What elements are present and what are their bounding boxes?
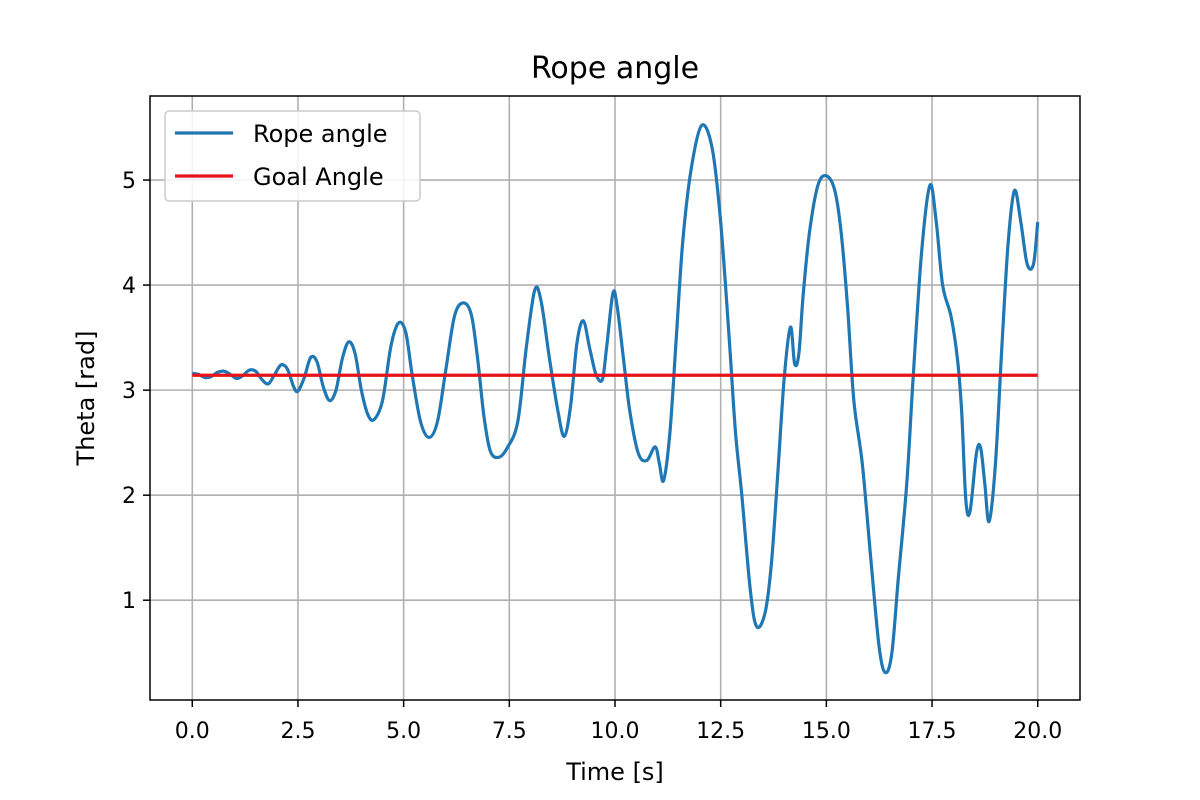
x-tick-label: 12.5 [696, 719, 745, 744]
axis-ticks: 0.0 2.5 5.0 7.5 10.0 12.5 15.0 17.5 20.0 1 2 3 4 5 [122, 169, 1062, 744]
legend-label: Rope angle [253, 120, 388, 148]
legend: Rope angle Goal Angle [164, 110, 421, 202]
y-axis-label: Theta [rad] [72, 331, 100, 467]
x-tick-label: 7.5 [492, 719, 527, 744]
y-tick-label: 2 [122, 484, 136, 509]
y-tick-label: 3 [122, 379, 136, 404]
x-tick-label: 15.0 [802, 719, 851, 744]
legend-label: Goal Angle [253, 163, 384, 191]
x-tick-label: 10.0 [591, 719, 640, 744]
x-tick-label: 0.0 [175, 719, 210, 744]
x-tick-label: 17.5 [908, 719, 957, 744]
y-tick-label: 1 [122, 589, 136, 614]
plot-series [192, 123, 1040, 675]
x-tick-label: 2.5 [280, 719, 315, 744]
x-axis-label: Time [s] [565, 758, 664, 786]
chart-title: Rope angle [531, 51, 699, 86]
rope-angle-line [192, 123, 1040, 675]
x-tick-label: 20.0 [1013, 719, 1062, 744]
y-tick-label: 4 [122, 274, 136, 299]
y-tick-label: 5 [122, 169, 136, 194]
x-tick-label: 5.0 [386, 719, 421, 744]
